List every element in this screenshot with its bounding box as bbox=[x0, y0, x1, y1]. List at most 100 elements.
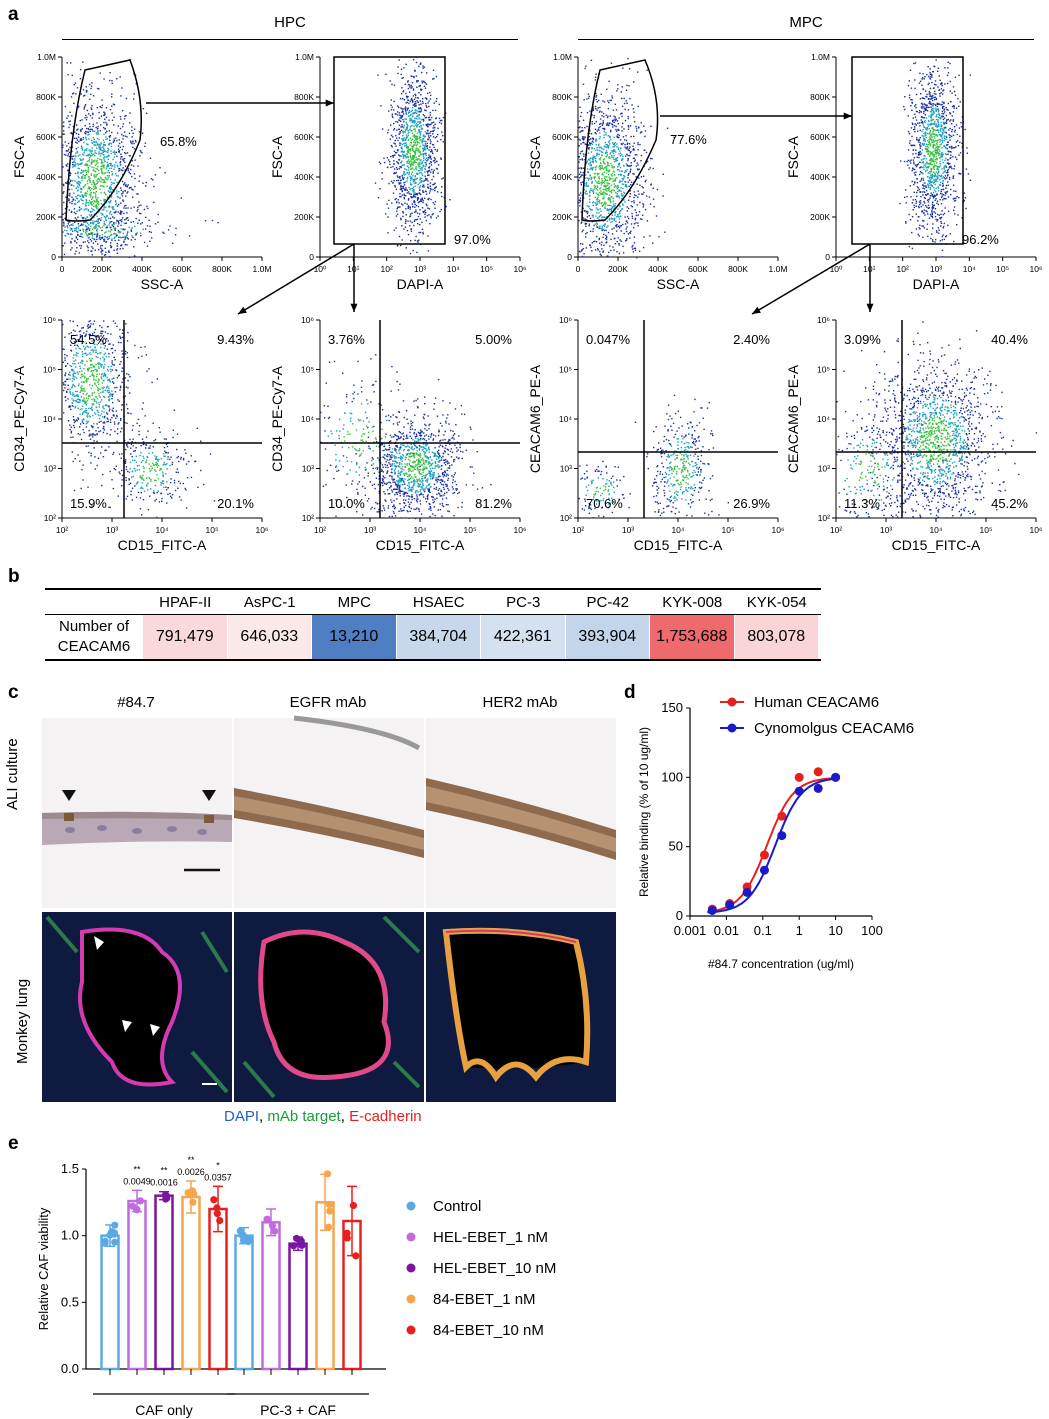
event-dot bbox=[598, 238, 600, 241]
event-dot bbox=[625, 239, 628, 241]
event-dot bbox=[930, 110, 933, 112]
event-dot bbox=[406, 161, 408, 163]
event-dot bbox=[606, 208, 608, 210]
event-dot bbox=[605, 168, 608, 170]
event-dot bbox=[600, 190, 602, 192]
event-dot bbox=[587, 97, 590, 99]
event-dot bbox=[673, 136, 675, 139]
event-dot bbox=[85, 89, 88, 92]
event-dot bbox=[430, 217, 432, 219]
event-dot bbox=[926, 128, 929, 130]
event-dot bbox=[915, 119, 918, 121]
event-dot bbox=[925, 194, 927, 196]
event-dot bbox=[110, 152, 112, 155]
event-dot bbox=[104, 160, 106, 163]
event-dot bbox=[390, 134, 393, 137]
event-dot bbox=[940, 82, 943, 84]
event-dot bbox=[419, 162, 421, 164]
event-dot bbox=[589, 168, 591, 171]
event-dot bbox=[394, 113, 397, 115]
event-dot bbox=[642, 187, 644, 189]
event-dot bbox=[905, 221, 907, 223]
event-dot bbox=[622, 67, 624, 69]
event-dot bbox=[127, 191, 129, 193]
event-dot bbox=[618, 134, 620, 137]
event-dot bbox=[109, 230, 111, 233]
event-dot bbox=[637, 149, 639, 151]
event-dot bbox=[429, 155, 431, 158]
event-dot bbox=[397, 199, 399, 201]
event-dot bbox=[385, 73, 387, 75]
event-dot bbox=[130, 229, 133, 232]
event-dot bbox=[596, 109, 598, 111]
event-dot bbox=[612, 178, 614, 180]
event-dot bbox=[913, 128, 915, 131]
event-dot bbox=[925, 185, 928, 187]
event-dot bbox=[112, 225, 115, 227]
event-dot bbox=[927, 180, 929, 182]
event-dot bbox=[139, 149, 142, 152]
event-dot bbox=[93, 181, 95, 184]
event-dot bbox=[157, 221, 159, 223]
event-dot bbox=[578, 145, 580, 147]
event-dot bbox=[85, 195, 87, 197]
event-dot bbox=[112, 158, 114, 161]
event-dot bbox=[109, 136, 111, 138]
event-dot bbox=[121, 141, 123, 143]
event-dot bbox=[913, 206, 916, 209]
event-dot bbox=[947, 61, 949, 63]
event-dot bbox=[622, 223, 624, 226]
event-dot bbox=[585, 236, 587, 238]
event-dot bbox=[923, 117, 925, 119]
event-dot bbox=[583, 141, 585, 144]
event-dot bbox=[399, 98, 402, 100]
event-dot bbox=[85, 230, 87, 232]
event-dot bbox=[601, 227, 603, 229]
event-dot bbox=[132, 236, 134, 239]
event-dot bbox=[616, 120, 619, 122]
event-dot bbox=[130, 141, 132, 144]
event-dot bbox=[86, 164, 89, 166]
event-dot bbox=[85, 91, 88, 93]
event-dot bbox=[70, 179, 72, 181]
event-dot bbox=[597, 107, 599, 109]
event-dot bbox=[71, 210, 73, 213]
event-dot bbox=[88, 214, 91, 216]
event-dot bbox=[582, 174, 584, 176]
event-dot bbox=[591, 168, 594, 170]
event-dot bbox=[596, 147, 598, 149]
event-dot bbox=[609, 115, 611, 117]
event-dot bbox=[958, 74, 960, 76]
event-dot bbox=[943, 212, 946, 215]
event-dot bbox=[935, 134, 937, 137]
event-dot bbox=[116, 155, 118, 157]
event-dot bbox=[602, 236, 604, 239]
event-dot bbox=[403, 174, 405, 176]
event-dot bbox=[88, 233, 90, 235]
event-dot bbox=[584, 126, 586, 129]
event-dot bbox=[96, 87, 99, 90]
event-dot bbox=[125, 97, 128, 100]
event-dot bbox=[395, 227, 397, 229]
event-dot bbox=[604, 166, 607, 168]
event-dot bbox=[614, 207, 616, 209]
event-dot bbox=[116, 139, 118, 142]
event-dot bbox=[91, 85, 93, 87]
event-dot bbox=[627, 115, 629, 118]
event-dot bbox=[918, 201, 921, 203]
event-dot bbox=[932, 207, 935, 209]
event-dot bbox=[396, 111, 399, 113]
event-dot bbox=[617, 186, 619, 189]
event-dot bbox=[124, 228, 126, 230]
event-dot bbox=[416, 148, 418, 150]
event-dot bbox=[585, 65, 587, 67]
event-dot bbox=[84, 149, 86, 151]
event-dot bbox=[415, 96, 417, 99]
event-dot bbox=[80, 169, 83, 171]
event-dot bbox=[428, 149, 430, 151]
event-dot bbox=[89, 130, 91, 133]
event-dot bbox=[424, 175, 426, 177]
event-dot bbox=[400, 179, 402, 181]
event-dot bbox=[617, 129, 619, 131]
event-dot bbox=[942, 115, 944, 118]
